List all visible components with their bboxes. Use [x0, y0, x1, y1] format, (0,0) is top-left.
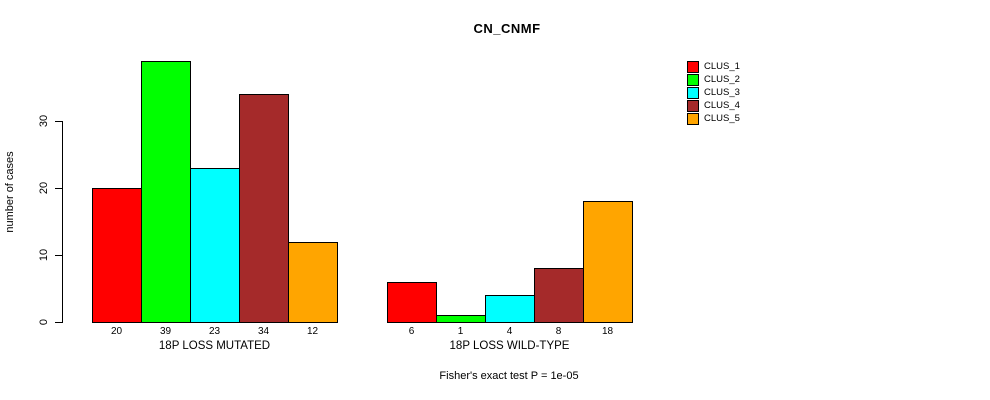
chart-title: CN_CNMF [473, 21, 541, 36]
bar-clus_2 [436, 315, 486, 323]
bar-clus_5 [583, 201, 633, 323]
bar-value-label: 1 [457, 326, 464, 337]
legend: CLUS_1 CLUS_2 CLUS_3 CLUS_4 CLUS_5 [687, 60, 740, 125]
legend-swatch-icon [687, 86, 699, 99]
y-axis-tick [55, 121, 62, 122]
bar-value-label: 18 [601, 326, 614, 337]
bar-clus_1 [387, 282, 437, 323]
bar-value-label: 12 [306, 326, 319, 337]
bar-value-label: 34 [257, 326, 270, 337]
bar-clus_2 [141, 61, 191, 323]
y-axis-tick-label: 30 [38, 114, 50, 128]
y-axis-label: number of cases [4, 151, 16, 233]
fisher-test-annotation: Fisher's exact test P = 1e-05 [439, 370, 579, 382]
bar-clus_4 [239, 94, 289, 323]
y-axis-tick-label: 20 [38, 181, 50, 195]
legend-item-clus_4: CLUS_4 [687, 99, 740, 112]
y-axis-tick [55, 255, 62, 256]
bar-clus_4 [534, 268, 584, 323]
y-axis-line [62, 121, 63, 323]
bar-value-label: 8 [555, 326, 562, 337]
legend-item-clus_1: CLUS_1 [687, 60, 740, 73]
legend-item-clus_3: CLUS_3 [687, 86, 740, 99]
bar-value-label: 4 [506, 326, 513, 337]
bar-value-label: 39 [159, 326, 172, 337]
legend-swatch-icon [687, 112, 699, 125]
legend-label: CLUS_1 [704, 61, 740, 72]
legend-item-clus_5: CLUS_5 [687, 112, 740, 125]
legend-swatch-icon [687, 60, 699, 73]
legend-label: CLUS_4 [704, 100, 740, 111]
bar-clus_1 [92, 188, 142, 323]
y-axis-tick [55, 188, 62, 189]
legend-swatch-icon [687, 99, 699, 112]
bar-clus_3 [190, 168, 240, 323]
legend-item-clus_2: CLUS_2 [687, 73, 740, 86]
legend-label: CLUS_3 [704, 87, 740, 98]
group-label: 18P LOSS MUTATED [158, 340, 271, 352]
y-axis-tick-label: 0 [38, 318, 50, 326]
bar-value-label: 20 [110, 326, 123, 337]
bar-value-label: 23 [208, 326, 221, 337]
bar-value-label: 6 [408, 326, 415, 337]
bar-clus_5 [288, 242, 338, 323]
legend-swatch-icon [687, 73, 699, 86]
legend-label: CLUS_5 [704, 113, 740, 124]
y-axis-tick-label: 10 [38, 248, 50, 262]
bar-clus_3 [485, 295, 535, 323]
legend-label: CLUS_2 [704, 74, 740, 85]
group-label: 18P LOSS WILD-TYPE [449, 340, 570, 352]
y-axis-tick [55, 322, 62, 323]
